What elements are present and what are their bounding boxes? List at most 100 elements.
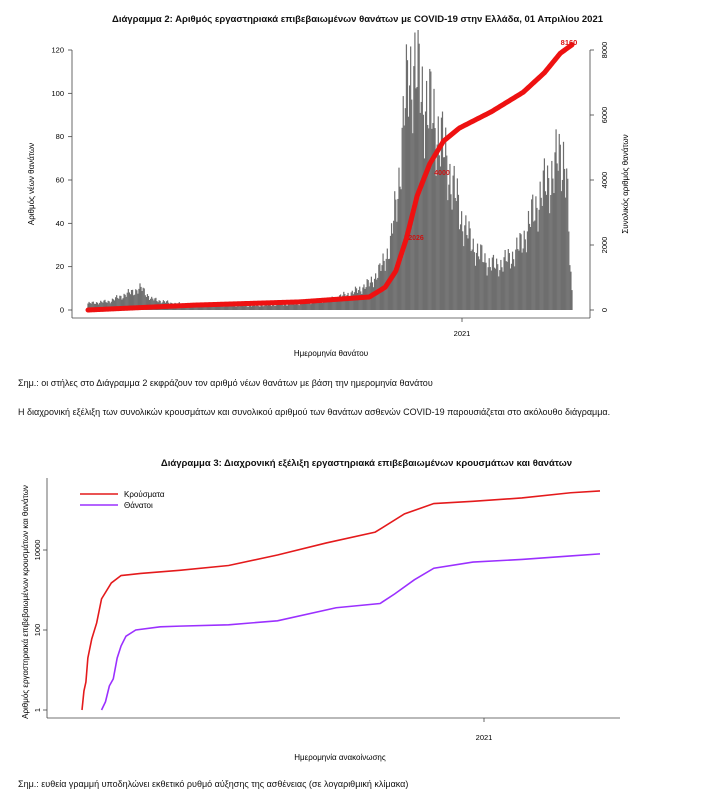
figure3-chart: 1 100 10000 2021 Ημερομηνία ανακοίνωσης Αρ…: [21, 478, 620, 762]
daily-death-bar: [498, 276, 500, 310]
daily-death-bar: [507, 249, 509, 310]
daily-death-bar: [555, 129, 557, 310]
daily-death-bar: [446, 155, 448, 310]
daily-death-bar: [551, 160, 553, 310]
fig2-y2-axis-title: Συνολικός αριθμός θανάτων: [621, 134, 630, 233]
daily-death-bar: [246, 306, 248, 310]
fig2-x-axis-title: Ημερομηνία θανάτου: [294, 349, 368, 358]
daily-death-bar: [453, 165, 455, 310]
figure2-note: Σημ.: οι στήλες στο Διάγραμμα 2 εκφράζου…: [18, 378, 433, 388]
daily-death-bar: [456, 178, 458, 310]
daily-death-bar: [103, 300, 105, 310]
daily-death-bar: [477, 256, 480, 310]
daily-death-bar: [334, 298, 336, 310]
daily-death-bar: [542, 170, 544, 310]
daily-death-bar: [94, 303, 97, 310]
daily-death-bar: [420, 101, 422, 310]
daily-death-bar: [317, 301, 319, 310]
daily-death-bar: [327, 297, 329, 310]
daily-death-bar: [470, 251, 472, 310]
fig2-y2-tick-label: 6000: [600, 107, 609, 124]
daily-death-bar: [313, 302, 315, 310]
daily-death-bar: [341, 297, 343, 310]
daily-death-bar: [303, 301, 306, 310]
daily-death-bar: [390, 223, 393, 310]
daily-death-bar: [248, 305, 250, 310]
daily-death-bar: [405, 44, 408, 311]
daily-death-bar: [257, 304, 259, 310]
daily-death-bar: [514, 266, 516, 310]
daily-death-bar: [223, 306, 225, 310]
daily-death-bar: [521, 252, 523, 310]
daily-death-bar: [433, 88, 435, 310]
daily-death-bar: [106, 302, 108, 310]
daily-death-bar: [455, 201, 457, 310]
daily-death-bar: [284, 303, 287, 310]
daily-death-bar: [488, 258, 490, 310]
daily-death-bar: [273, 304, 275, 310]
daily-death-bar: [565, 197, 567, 310]
daily-death-bar: [114, 297, 117, 310]
daily-death-bar: [93, 303, 95, 310]
daily-death-bar: [117, 297, 119, 310]
daily-death-bar: [111, 298, 114, 310]
daily-death-bar: [307, 302, 309, 310]
fig2-y-tick-label: 60: [56, 176, 64, 185]
daily-death-bar: [568, 231, 570, 310]
daily-death-bar: [96, 302, 99, 310]
daily-death-bar: [275, 305, 277, 310]
daily-death-bar: [410, 46, 412, 311]
fig3-y-tick-label: 100: [33, 624, 42, 637]
daily-death-bar: [325, 301, 327, 310]
daily-death-bar: [259, 306, 261, 310]
daily-death-bar: [527, 210, 530, 310]
daily-death-bar: [263, 305, 265, 310]
daily-death-bar: [295, 303, 297, 310]
daily-death-bar: [219, 305, 221, 310]
fig2-x-tick-label: 2021: [454, 329, 471, 338]
daily-death-bar: [221, 305, 223, 310]
daily-death-bar: [490, 270, 492, 310]
fig2-y-tick-label: 40: [56, 219, 64, 228]
daily-death-bar: [487, 267, 489, 310]
daily-death-bar: [566, 168, 568, 310]
daily-death-bar: [252, 304, 255, 310]
daily-death-bar: [274, 305, 276, 310]
daily-death-bar: [242, 305, 244, 310]
daily-death-bar: [360, 291, 362, 310]
daily-death-bar: [425, 80, 428, 310]
daily-death-bar: [430, 71, 432, 310]
daily-death-bar: [366, 279, 368, 310]
daily-death-bar: [447, 200, 449, 310]
daily-death-bar: [304, 301, 307, 310]
daily-death-bar: [289, 303, 291, 310]
daily-death-bar: [239, 306, 241, 310]
daily-death-bar: [442, 157, 445, 310]
daily-death-bar: [133, 295, 135, 310]
daily-death-bar: [240, 305, 242, 310]
daily-death-bar: [454, 197, 456, 310]
daily-death-bar: [544, 191, 547, 310]
daily-death-bar: [108, 301, 110, 310]
daily-death-bar: [320, 301, 323, 310]
daily-death-bar: [549, 213, 551, 310]
daily-death-bar: [429, 68, 431, 310]
daily-death-bar: [395, 199, 397, 310]
daily-death-bar: [225, 305, 227, 310]
daily-death-bar: [222, 305, 224, 310]
daily-death-bar: [553, 193, 555, 310]
daily-death-bar: [217, 304, 220, 310]
daily-death-bar: [401, 127, 403, 310]
daily-death-bar: [402, 96, 404, 310]
daily-death-bar: [323, 300, 325, 310]
fig2-y-axis-title: Αριθμός νέων θανάτων: [27, 143, 36, 225]
daily-death-bar: [254, 305, 256, 310]
daily-death-bar: [95, 302, 98, 310]
daily-death-bar: [199, 305, 202, 310]
daily-death-bar: [216, 305, 219, 310]
daily-death-bar: [143, 288, 145, 310]
daily-death-bar: [250, 306, 253, 310]
daily-death-bar: [504, 249, 506, 310]
daily-death-bar: [89, 303, 91, 310]
daily-death-bar: [414, 32, 416, 310]
